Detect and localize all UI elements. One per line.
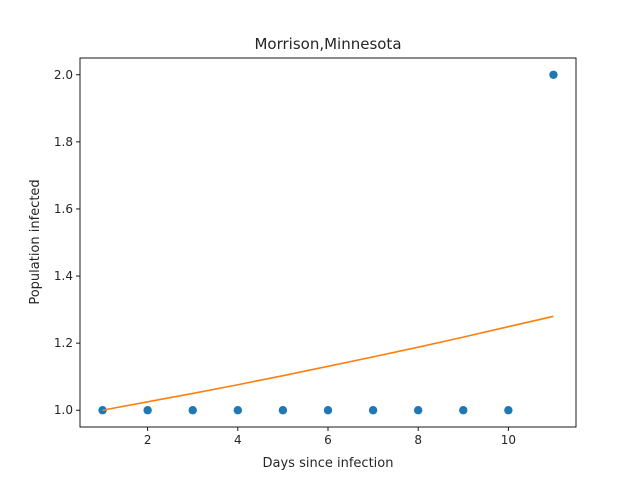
x-tick-label: 8 [414,433,422,447]
data-point [233,406,243,415]
y-axis-label: Population infected [28,179,43,304]
chart-title: Morrison,Minnesota [254,35,401,53]
data-point [188,406,197,415]
x-tick-label: 4 [234,433,242,447]
data-point [323,406,333,415]
x-tick-label: 2 [144,433,152,447]
y-tick-label: 1.6 [54,202,73,216]
data-point [504,406,513,415]
y-tick-label: 1.8 [54,135,73,149]
plot-area [98,70,558,415]
y-tick-label: 2.0 [54,68,73,82]
y-tick-label: 1.0 [54,403,73,417]
data-point [549,70,558,79]
y-tick-label: 1.2 [54,336,73,350]
axes: 2 4 6 8 10 1.0 1.2 1.4 1.6 1.8 2.0 [54,57,577,447]
data-point [413,406,423,415]
y-tick-label: 1.4 [54,269,73,283]
data-point [98,406,107,415]
axes-frame [79,57,577,428]
x-tick-label: 6 [324,433,332,447]
x-tick-label: 10 [501,433,516,447]
data-point [459,406,468,415]
data-point [368,406,378,415]
fit-line [102,315,554,412]
x-axis-label: Days since infection [263,456,394,471]
data-point [278,406,288,415]
data-point [143,406,152,415]
